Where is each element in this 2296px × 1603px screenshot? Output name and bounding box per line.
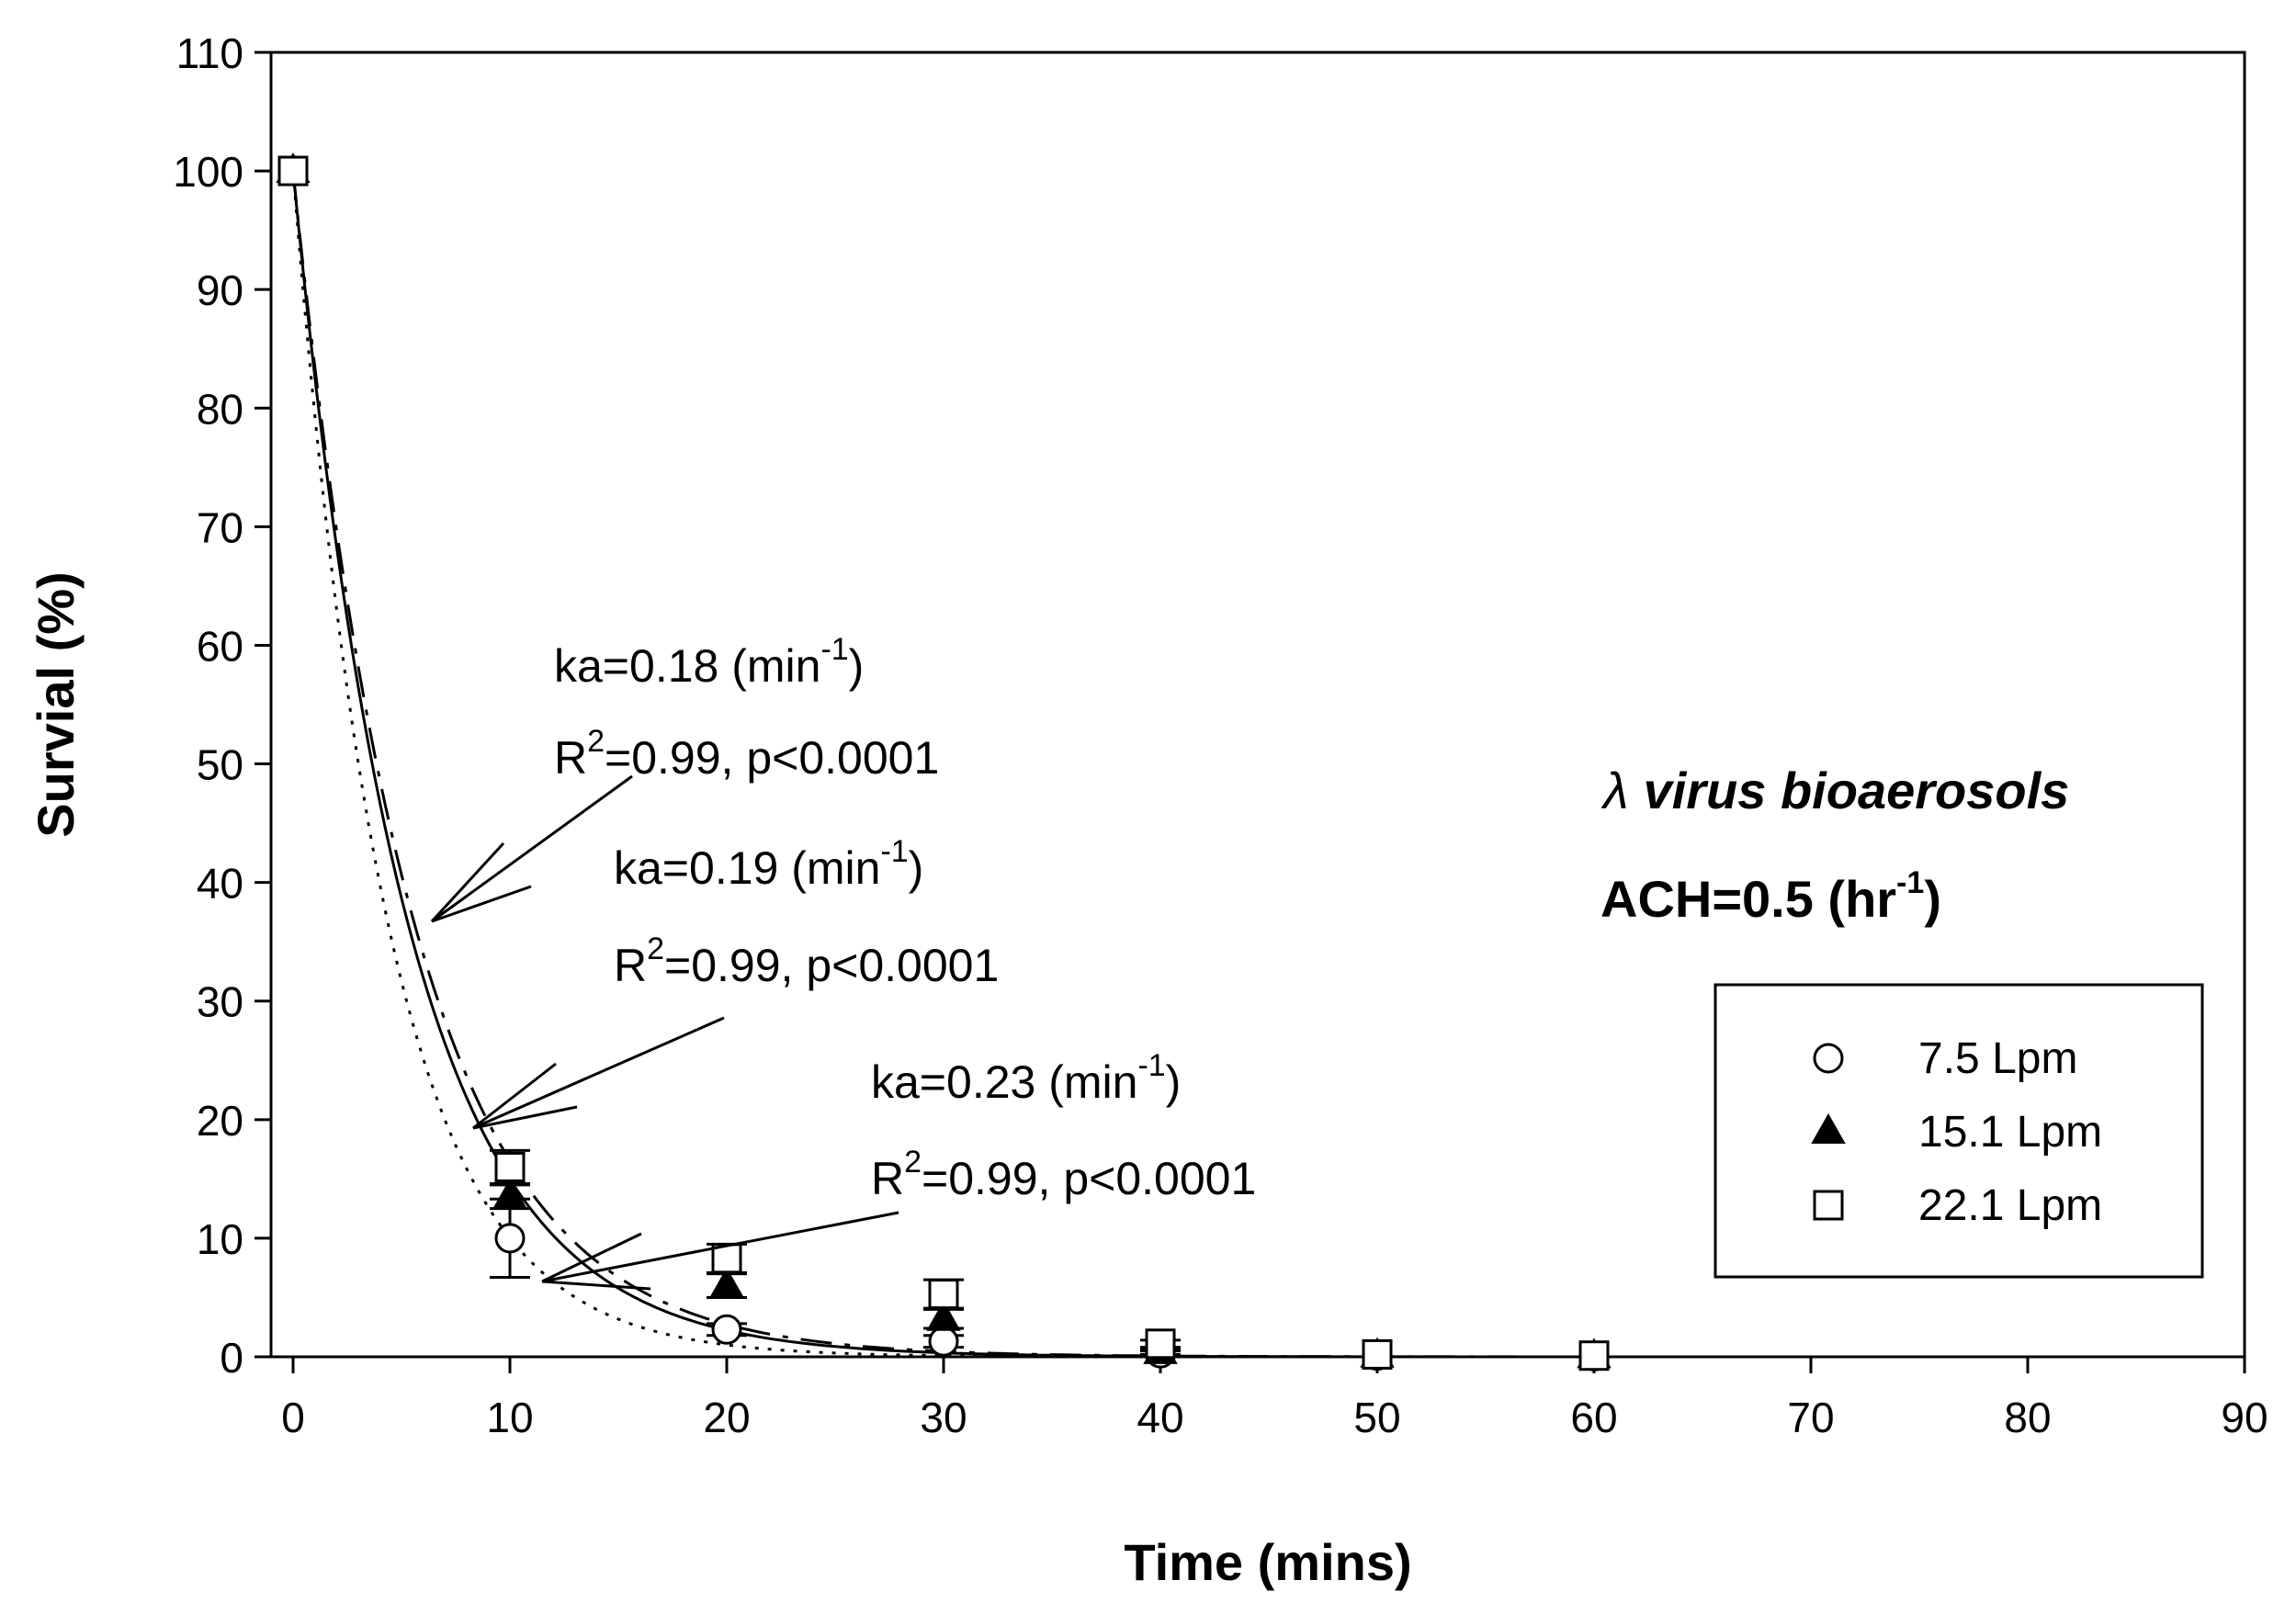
annotation-1-line1-prefix: ka=0.18 (min [554,640,820,692]
svg-text:ka=0.19 (min-1): ka=0.19 (min-1) [614,834,923,894]
legend-label-7-5: 7.5 Lpm [1918,1034,2077,1083]
data-point-22-1-lpm [1145,1328,1176,1360]
x-tick-label-50: 50 [1353,1394,1400,1441]
y-tick-label-60: 60 [197,622,243,670]
annotation-fit-023: ka=0.23 (min-1) R2=0.99, p<0.0001 [541,1048,1256,1291]
data-point-15-1-lpm [926,1300,961,1331]
data-point-22-1-lpm [277,155,309,186]
y-tick-label-100: 100 [173,148,243,196]
y-tick-label-110: 110 [176,29,243,77]
annotation-2-line2-prefix: R [614,940,647,991]
data-point-22-1-lpm [928,1279,959,1310]
annotation-2-line2-sup: 2 [647,931,664,966]
y-tick-label-80: 80 [197,385,243,433]
svg-text:ka=0.18 (min-1): ka=0.18 (min-1) [554,632,864,692]
data-point-7-5-lpm [711,1314,742,1345]
info-title: virus bioaerosols [1644,762,2070,819]
ach-sup: -1 [1896,865,1924,900]
legend-label-22-1: 22.1 Lpm [1918,1181,2102,1230]
svg-text:ACH=0.5 (hr-1): ACH=0.5 (hr-1) [1600,865,1941,928]
x-tick-label-30: 30 [920,1394,967,1441]
y-tick-label-70: 70 [197,503,243,551]
annotation-fit-019: ka=0.19 (min-1) R2=0.99, p<0.0001 [472,834,999,1130]
ach-prefix: ACH=0.5 (hr [1600,870,1896,928]
annotation-2-line1-prefix: ka=0.19 (min [614,842,880,894]
x-axis-ticks: 0 10 20 30 40 50 60 70 80 90 [281,1357,2268,1441]
annotation-3-line1-suffix: ) [1166,1056,1182,1108]
y-tick-label-30: 30 [197,978,243,1026]
data-point-22-1-lpm [494,1151,526,1182]
x-tick-label-60: 60 [1570,1394,1617,1441]
annotation-2-line1-suffix: ) [909,842,924,894]
x-tick-label-40: 40 [1137,1394,1183,1441]
y-tick-label-20: 20 [197,1097,243,1145]
svg-text:R2=0.99, p<0.0001: R2=0.99, p<0.0001 [871,1145,1256,1204]
chart-info: λ virus bioaerosols ACH=0.5 (hr-1) [1600,762,2069,928]
legend-label-15-1: 15.1 Lpm [1918,1108,2102,1157]
y-tick-label-50: 50 [197,741,243,789]
annotation-3-line2-prefix: R [871,1153,904,1204]
x-tick-label-80: 80 [2004,1394,2051,1441]
x-tick-label-20: 20 [703,1394,750,1441]
data-point-22-1-lpm [1578,1340,1610,1372]
legend-markers [1811,1043,1846,1221]
y-axis-ticks: 0 10 20 30 40 50 60 70 80 90 100 110 [173,29,271,1382]
annotation-1-line2-prefix: R [554,732,587,784]
data-point-15-1-lpm [709,1267,744,1298]
annotation-3-line1-sup: -1 [1137,1048,1165,1083]
annotation-1-arrow [430,774,633,923]
x-tick-label-0: 0 [281,1394,305,1441]
legend: 7.5 Lpm 15.1 Lpm 22.1 Lpm [1714,983,2204,1279]
annotation-3-line2-suffix: =0.99, p<0.0001 [922,1153,1256,1204]
svg-text:R2=0.99, p<0.0001: R2=0.99, p<0.0001 [554,724,939,784]
annotation-1-line1-suffix: ) [849,640,865,692]
data-point-7-5-lpm [494,1223,526,1254]
x-axis-label: Time (mins) [1124,1533,1411,1591]
annotation-3-line1-prefix: ka=0.23 (min [871,1056,1137,1108]
annotation-fit-018: ka=0.18 (min-1) R2=0.99, p<0.0001 [430,632,939,923]
annotation-2-line2-suffix: =0.99, p<0.0001 [664,940,999,991]
data-point-22-1-lpm [1362,1338,1393,1370]
data-markers [276,152,1612,1372]
annotation-1-line2-sup: 2 [587,724,605,759]
y-tick-label-40: 40 [197,860,243,908]
ach-suffix: ) [1924,870,1941,928]
x-tick-label-70: 70 [1787,1394,1834,1441]
annotation-3-line2-sup: 2 [904,1145,922,1180]
annotation-2-line1-sup: -1 [880,834,908,869]
annotation-2-arrow [472,1016,725,1130]
y-axis-label: Survial (%) [27,571,85,837]
svg-text:ka=0.23 (min-1): ka=0.23 (min-1) [871,1048,1181,1108]
y-tick-label-10: 10 [197,1215,243,1263]
legend-marker-3 [1813,1190,1844,1221]
legend-box [1714,983,2204,1279]
legend-marker-2 [1811,1112,1846,1144]
y-tick-label-90: 90 [197,266,243,314]
x-tick-label-10: 10 [486,1394,533,1441]
x-tick-label-90: 90 [2221,1394,2268,1441]
legend-marker-1 [1813,1043,1844,1074]
annotation-3-arrow [541,1211,899,1291]
lambda-symbol: λ [1600,762,1629,819]
data-point-7-5-lpm [928,1326,959,1357]
data-point-15-1-lpm [492,1178,527,1209]
y-tick-label-0: 0 [220,1334,243,1382]
annotation-1-line1-sup: -1 [820,632,848,667]
annotation-1-line2-suffix: =0.99, p<0.0001 [605,732,939,784]
svg-text:R2=0.99, p<0.0001: R2=0.99, p<0.0001 [614,931,999,991]
